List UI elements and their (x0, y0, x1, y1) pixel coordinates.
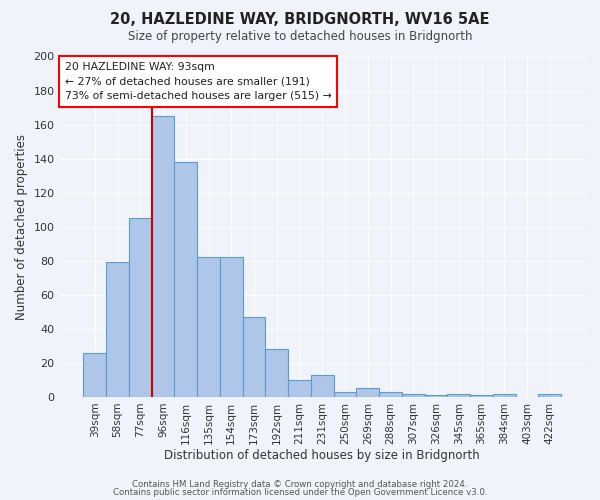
Bar (493, 394, 515, 397)
Bar (379, 392, 402, 397)
Text: Contains public sector information licensed under the Open Government Licence v3: Contains public sector information licen… (113, 488, 487, 497)
Bar (311, 375, 334, 397)
Bar (220, 258, 242, 397)
Bar (470, 396, 493, 397)
Bar (242, 317, 265, 397)
Bar (265, 350, 288, 397)
Bar (402, 394, 425, 397)
Bar (538, 394, 561, 397)
Bar (288, 380, 311, 397)
Bar (152, 116, 175, 397)
Bar (197, 258, 220, 397)
Text: Contains HM Land Registry data © Crown copyright and database right 2024.: Contains HM Land Registry data © Crown c… (132, 480, 468, 489)
X-axis label: Distribution of detached houses by size in Bridgnorth: Distribution of detached houses by size … (164, 450, 480, 462)
Bar (129, 218, 152, 397)
Bar (425, 396, 448, 397)
Bar (334, 392, 356, 397)
Y-axis label: Number of detached properties: Number of detached properties (15, 134, 28, 320)
Bar (356, 388, 379, 397)
Bar (175, 162, 197, 397)
Text: 20, HAZLEDINE WAY, BRIDGNORTH, WV16 5AE: 20, HAZLEDINE WAY, BRIDGNORTH, WV16 5AE (110, 12, 490, 28)
Bar (106, 262, 129, 397)
Text: Size of property relative to detached houses in Bridgnorth: Size of property relative to detached ho… (128, 30, 472, 43)
Bar (83, 352, 106, 397)
Text: 20 HAZLEDINE WAY: 93sqm
← 27% of detached houses are smaller (191)
73% of semi-d: 20 HAZLEDINE WAY: 93sqm ← 27% of detache… (65, 62, 332, 101)
Bar (448, 394, 470, 397)
